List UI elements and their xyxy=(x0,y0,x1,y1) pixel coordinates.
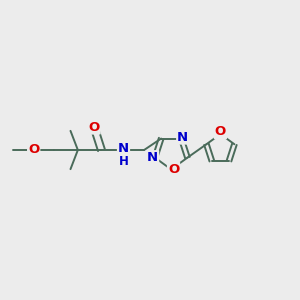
Text: O: O xyxy=(168,163,179,176)
Text: N: N xyxy=(147,151,158,164)
Text: N: N xyxy=(118,142,129,155)
Text: O: O xyxy=(88,121,100,134)
Text: H: H xyxy=(118,155,128,168)
Text: N: N xyxy=(177,130,188,144)
Text: O: O xyxy=(215,125,226,138)
Text: O: O xyxy=(28,143,39,157)
